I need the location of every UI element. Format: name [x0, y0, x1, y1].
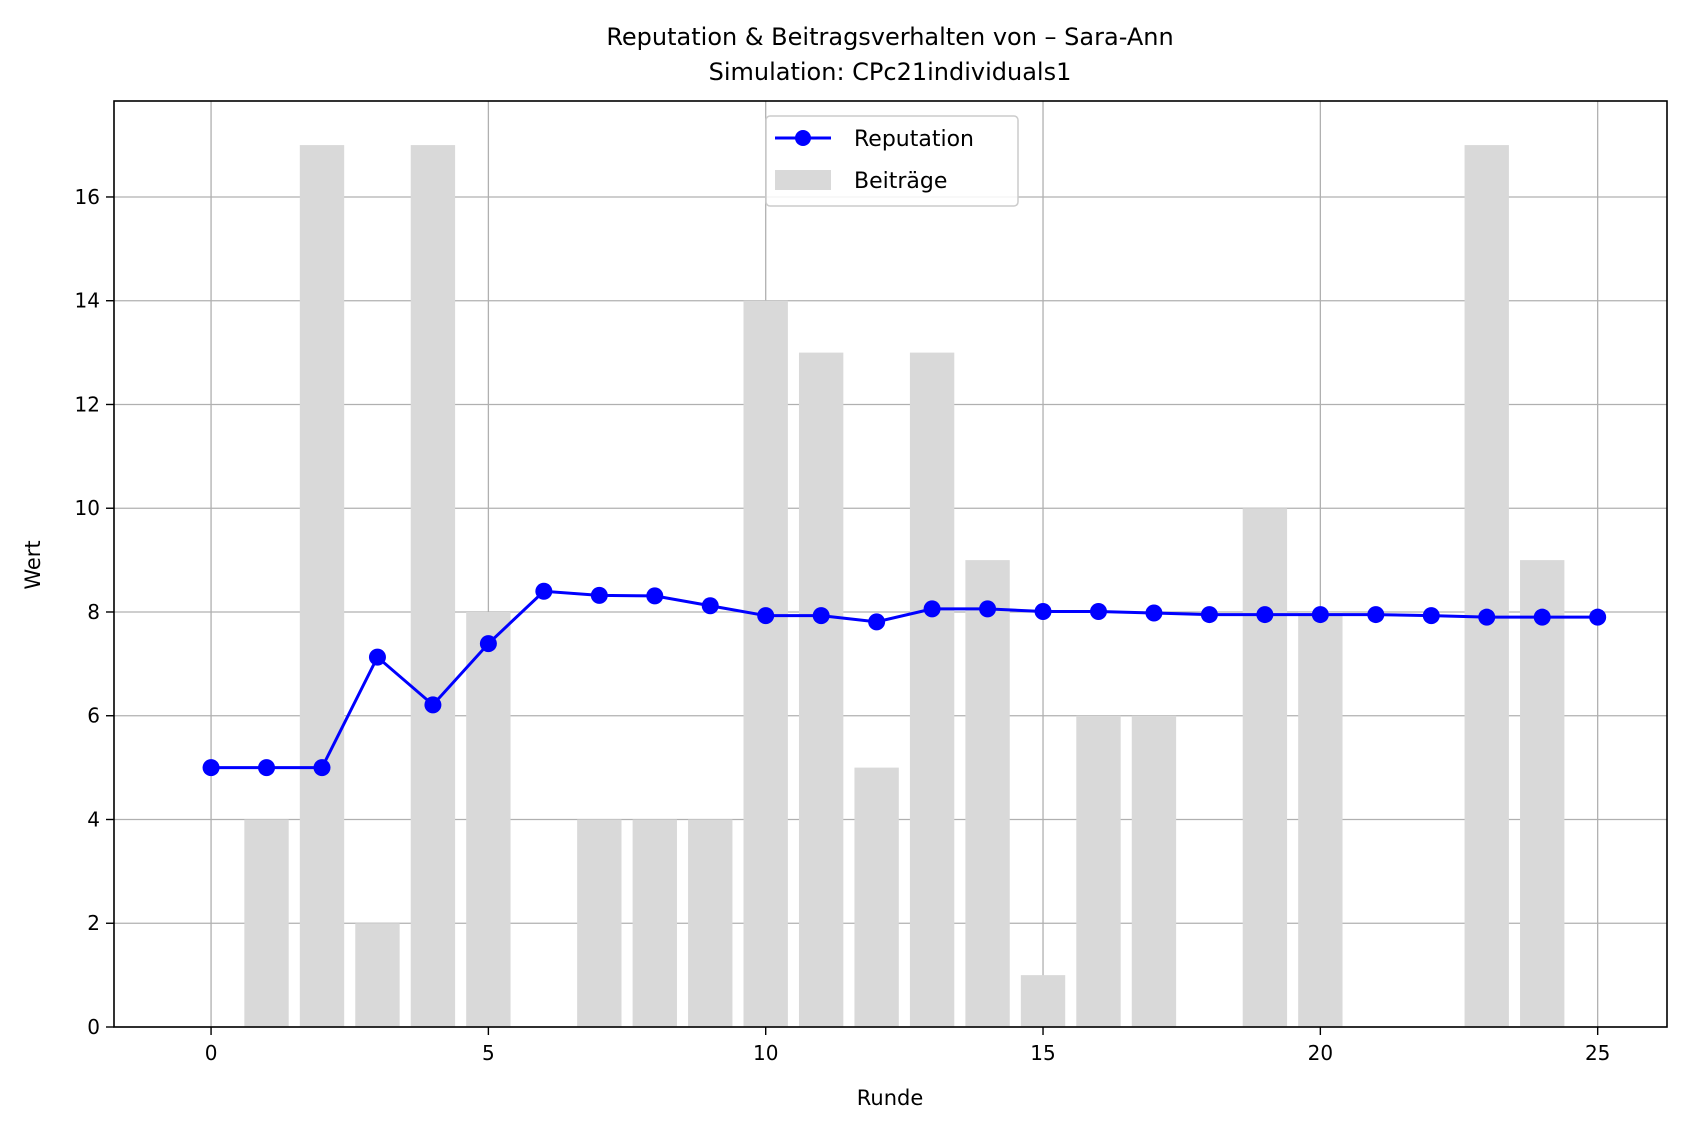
reputation-point	[1367, 606, 1385, 624]
reputation-point	[701, 597, 719, 615]
contribution-bar	[1242, 508, 1288, 1027]
reputation-point	[258, 759, 276, 777]
reputation-point	[1145, 604, 1163, 622]
contribution-bar	[355, 923, 400, 1027]
reputation-point	[1422, 607, 1440, 625]
contribution-bar	[1464, 145, 1509, 1028]
contribution-bar	[909, 352, 955, 1027]
reputation-point	[535, 582, 553, 600]
contribution-bar	[1520, 560, 1565, 1027]
contribution-bar	[299, 145, 345, 1028]
reputation-point	[1589, 608, 1607, 626]
reputation-point	[368, 648, 386, 666]
contribution-bar	[577, 819, 622, 1027]
y-axis-label: Wert	[21, 540, 45, 589]
reputation-point	[1533, 608, 1551, 626]
reputation-point	[313, 759, 331, 777]
legend-bar-swatch	[775, 170, 831, 190]
contribution-bar	[688, 819, 733, 1027]
y-tick-label: 4	[87, 807, 100, 831]
reputation-point	[202, 759, 220, 777]
contribution-bar	[1020, 975, 1066, 1027]
reputation-point	[1478, 608, 1496, 626]
contribution-bar	[743, 300, 788, 1028]
x-axis-label: Runde	[857, 1086, 924, 1110]
reputation-line	[211, 589, 1598, 770]
y-tick-label: 10	[75, 496, 100, 520]
contribution-bar	[410, 145, 456, 1028]
contribution-bar	[1076, 715, 1121, 1027]
contribution-bar	[854, 767, 899, 1027]
chart-subtitle: Simulation: CPc21individuals1	[709, 58, 1072, 86]
legend-marker-swatch	[795, 130, 811, 146]
reputation-point	[1256, 606, 1274, 624]
y-tick-label: 16	[75, 185, 100, 209]
reputation-line-group	[202, 582, 1607, 777]
y-tick-label: 6	[87, 704, 100, 728]
x-tick-label: 0	[205, 1041, 218, 1065]
plot-area-frame	[113, 100, 1668, 1028]
x-tick-label: 10	[753, 1041, 778, 1065]
legend-label-beitraege: Beiträge	[854, 169, 947, 194]
contribution-bar	[466, 611, 511, 1027]
reputation-point	[1089, 602, 1107, 620]
axis-ticks: 0 5 10 15 20 25 0 2 4 6 8 10 12 14 16	[75, 185, 1611, 1065]
reputation-point	[812, 607, 830, 625]
reputation-point	[923, 600, 941, 618]
contribution-bars	[244, 145, 1565, 1028]
reputation-point	[979, 600, 997, 618]
reputation-point	[1034, 602, 1052, 620]
reputation-point	[757, 607, 775, 625]
y-tick-label: 0	[87, 1015, 100, 1039]
x-tick-label: 5	[482, 1041, 495, 1065]
reputation-point	[479, 635, 497, 653]
reputation-point	[424, 696, 442, 714]
legend-label-reputation: Reputation	[854, 127, 974, 152]
chart-title: Reputation & Beitragsverhalten von – Sar…	[606, 23, 1173, 51]
y-tick-label: 8	[87, 600, 100, 624]
contribution-bar	[798, 352, 844, 1027]
contribution-bar	[965, 560, 1010, 1027]
y-tick-label: 2	[87, 911, 100, 935]
reputation-point	[590, 586, 608, 604]
y-tick-label: 14	[75, 289, 100, 313]
contribution-bar	[244, 819, 289, 1027]
contribution-bar	[1131, 715, 1177, 1027]
contribution-bar	[1298, 611, 1343, 1027]
reputation-point	[1200, 606, 1218, 624]
legend: Reputation Beiträge	[765, 115, 1019, 207]
x-tick-label: 20	[1308, 1041, 1333, 1065]
contribution-bar	[632, 819, 677, 1027]
x-tick-label: 25	[1585, 1041, 1610, 1065]
x-tick-label: 15	[1030, 1041, 1055, 1065]
reputation-point	[1311, 606, 1329, 624]
reputation-point	[868, 613, 886, 631]
reputation-point	[646, 587, 664, 605]
y-tick-label: 12	[75, 392, 100, 416]
